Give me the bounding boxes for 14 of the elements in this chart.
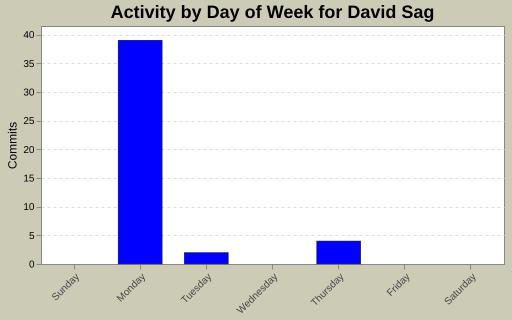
y-tick-label: 20 [23, 144, 35, 156]
y-tick-label: 30 [23, 87, 35, 98]
bar [316, 240, 361, 264]
y-tick-label: 10 [23, 202, 35, 214]
y-tick-label: 5 [28, 230, 35, 242]
y-tick-label: 0 [28, 260, 35, 270]
y-tick-label: 25 [23, 116, 35, 128]
y-axis-title: Commits [5, 122, 20, 170]
bar [118, 40, 163, 264]
y-tick-label: 40 [23, 30, 35, 42]
y-tick-label: 35 [23, 58, 35, 70]
bar [184, 252, 229, 264]
chart-title: Activity by Day of Week for David Sag [110, 2, 434, 22]
y-tick-label: 15 [23, 173, 35, 184]
